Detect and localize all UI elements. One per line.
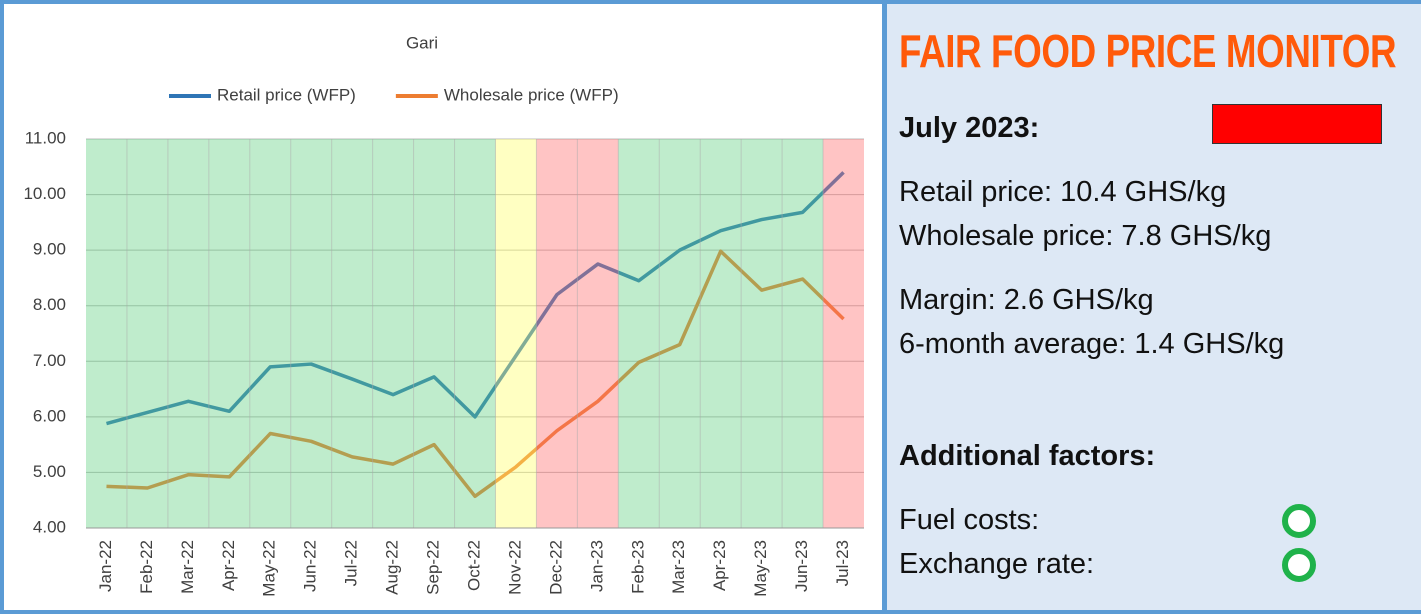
x-tick-label: Jun-22	[301, 540, 320, 592]
status-box	[1212, 104, 1382, 144]
y-tick-label: 9.00	[33, 240, 66, 259]
period-band	[167, 139, 209, 528]
factors-heading: Additional factors:	[899, 440, 1156, 472]
period-band	[495, 139, 537, 528]
period-band	[577, 139, 619, 528]
period-band	[372, 139, 414, 528]
y-tick-label: 8.00	[33, 295, 66, 314]
price-line: Wholesale price: 7.8 GHS/kg	[899, 220, 1272, 252]
chart-title: Gari	[406, 33, 438, 52]
period-band	[823, 139, 864, 528]
x-tick-label: Oct-22	[464, 540, 483, 591]
x-tick-label: Mar-22	[178, 540, 197, 594]
legend-label: Wholesale price (WFP)	[444, 85, 619, 104]
y-tick-label: 6.00	[33, 406, 66, 425]
y-tick-label: 5.00	[33, 462, 66, 481]
factor-status	[1282, 504, 1316, 538]
y-tick-label: 4.00	[33, 517, 66, 536]
x-tick-label: Jun-23	[792, 540, 811, 592]
x-tick-label: Dec-22	[546, 540, 565, 595]
x-tick-label: May-22	[260, 540, 279, 597]
period-band	[700, 139, 742, 528]
factor-label: Exchange rate:	[899, 548, 1095, 580]
panel-title: FAIR FOOD PRICE MONITOR	[899, 25, 1397, 77]
x-tick-label: Jan-22	[96, 540, 115, 592]
x-tick-label: Aug-22	[383, 540, 402, 595]
legend-label: Retail price (WFP)	[217, 85, 356, 104]
x-tick-label: Nov-22	[505, 540, 524, 595]
x-tick-label: Jul-23	[833, 540, 852, 586]
x-tick-label: Jan-23	[587, 540, 606, 592]
x-tick-label: May-23	[751, 540, 770, 597]
margin-line: 6-month average: 1.4 GHS/kg	[899, 328, 1285, 360]
y-tick-label: 7.00	[33, 351, 66, 370]
x-tick-label: Apr-22	[219, 540, 238, 591]
x-tick-label: Feb-23	[628, 540, 647, 594]
price-line: Retail price: 10.4 GHS/kg	[899, 176, 1227, 208]
period-band	[290, 139, 332, 528]
period-band	[86, 139, 127, 528]
factor-label: Fuel costs:	[899, 504, 1040, 536]
period-band	[126, 139, 168, 528]
period-band	[331, 139, 373, 528]
margin-line: Margin: 2.6 GHS/kg	[899, 284, 1154, 316]
period-band	[741, 139, 783, 528]
series-line	[106, 171, 845, 426]
x-tick-label: Sep-22	[424, 540, 443, 595]
series-line	[106, 249, 845, 499]
date: July 2023:	[899, 112, 1040, 144]
period-band	[659, 139, 701, 528]
x-tick-label: Mar-23	[669, 540, 688, 594]
period-band	[208, 139, 250, 528]
y-tick-label: 10.00	[23, 184, 66, 203]
y-tick-label: 11.00	[25, 128, 66, 147]
period-band	[782, 139, 824, 528]
period-band	[454, 139, 496, 528]
monitor-panel: FAIR FOOD PRICE MONITOR July 2023: Retai…	[882, 4, 1421, 610]
period-band	[536, 139, 578, 528]
x-tick-label: Apr-23	[710, 540, 729, 591]
x-tick-label: Feb-22	[137, 540, 156, 594]
period-band	[618, 139, 660, 528]
factor-status	[1282, 548, 1316, 582]
period-band	[249, 139, 291, 528]
x-tick-label: Jul-22	[342, 540, 361, 586]
chart: Gari Retail price (WFP) Wholesale price (…	[23, 33, 864, 597]
period-band	[413, 139, 455, 528]
